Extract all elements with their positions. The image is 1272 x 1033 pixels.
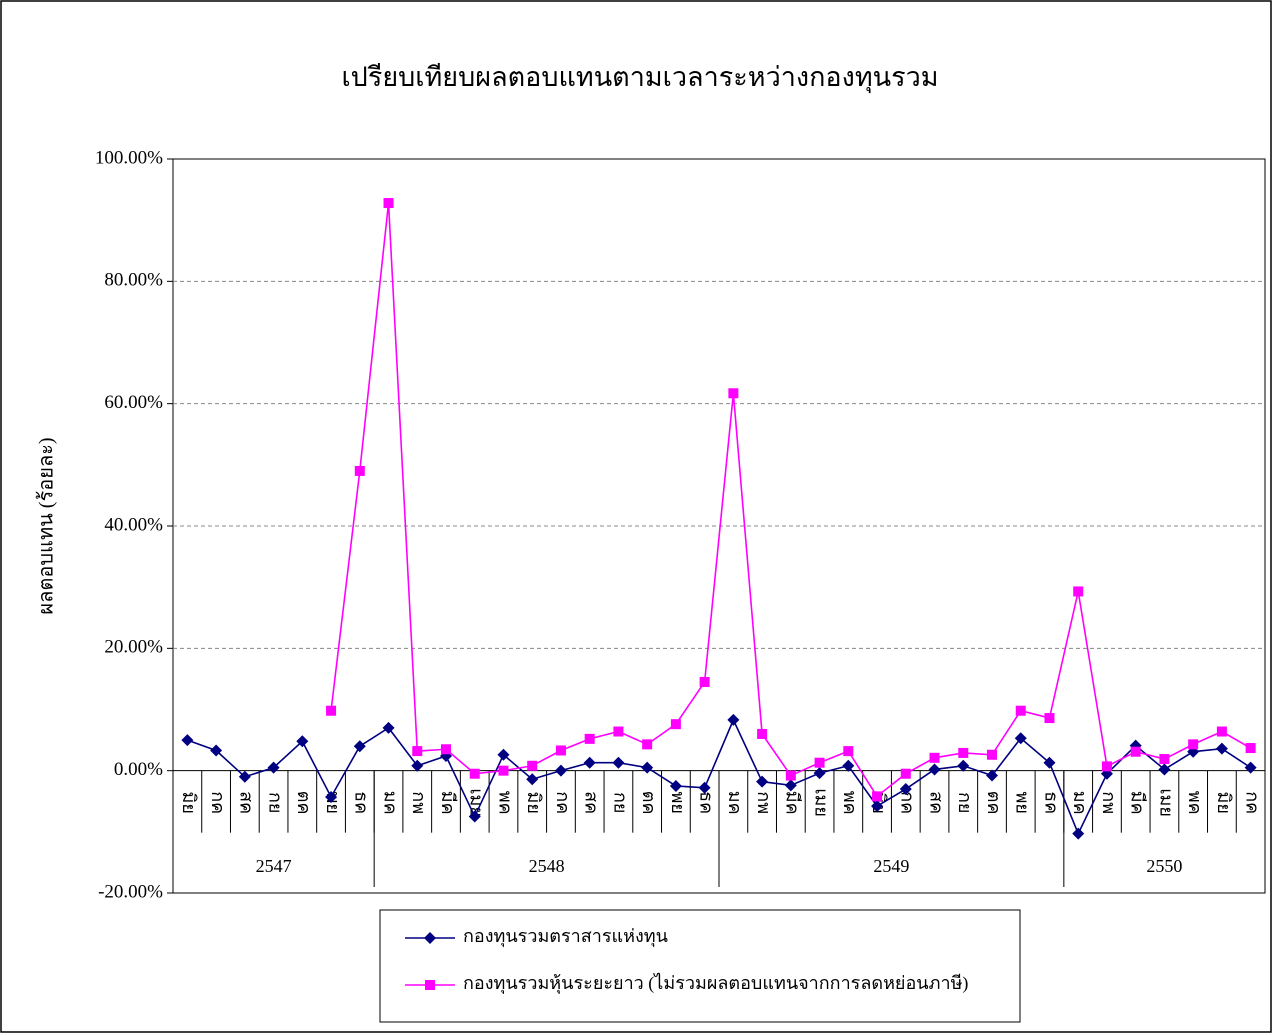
y-tick-label: 60.00% bbox=[104, 392, 163, 413]
marker bbox=[425, 980, 435, 990]
marker bbox=[901, 769, 911, 779]
x-tick-label: สค bbox=[926, 791, 946, 814]
x-tick-label: สค bbox=[237, 791, 257, 814]
marker bbox=[1044, 713, 1054, 723]
marker bbox=[1016, 706, 1026, 716]
marker bbox=[412, 746, 422, 756]
y-tick-label: 20.00% bbox=[104, 637, 163, 658]
marker bbox=[700, 677, 710, 687]
x-tick-label: มิย bbox=[1214, 791, 1234, 813]
x-tick-label: กย bbox=[610, 792, 630, 813]
marker bbox=[527, 761, 537, 771]
x-tick-label: กพ bbox=[1099, 791, 1119, 814]
marker bbox=[958, 748, 968, 758]
marker bbox=[326, 706, 336, 716]
x-tick-label: มค bbox=[1070, 791, 1090, 815]
marker bbox=[613, 727, 623, 737]
x-tick-label: พค bbox=[495, 791, 515, 815]
x-tick-label: พย bbox=[668, 791, 688, 813]
x-tick-label: เมย bbox=[1156, 788, 1176, 817]
x-group-label: 2549 bbox=[873, 856, 909, 876]
marker bbox=[470, 769, 480, 779]
x-tick-label: ตค bbox=[294, 791, 314, 815]
marker bbox=[1131, 747, 1141, 757]
marker bbox=[384, 198, 394, 208]
y-tick-label: -20.00% bbox=[98, 881, 163, 902]
x-tick-label: ธค bbox=[697, 791, 717, 814]
marker bbox=[1073, 586, 1083, 596]
y-tick-label: 100.00% bbox=[95, 147, 163, 168]
x-tick-label: กค bbox=[1243, 791, 1263, 814]
marker bbox=[585, 734, 595, 744]
chart-title: เปรียบเทียบผลตอบแทนตามเวลาระหว่างกองทุนร… bbox=[341, 62, 938, 94]
marker bbox=[728, 388, 738, 398]
marker bbox=[556, 745, 566, 755]
marker bbox=[498, 766, 508, 776]
x-tick-label: พค bbox=[840, 791, 860, 815]
marker bbox=[1188, 739, 1198, 749]
x-tick-label: กพ bbox=[409, 791, 429, 814]
marker bbox=[930, 753, 940, 763]
marker bbox=[815, 758, 825, 768]
x-tick-label: มีค bbox=[438, 791, 458, 815]
x-tick-label: พค bbox=[1185, 791, 1205, 815]
x-tick-label: มิย bbox=[524, 791, 544, 813]
legend-label: กองทุนรวมตราสารแห่งทุน bbox=[463, 926, 668, 947]
x-group-label: 2550 bbox=[1146, 856, 1182, 876]
x-group-label: 2548 bbox=[529, 856, 565, 876]
x-tick-label: สค bbox=[582, 791, 602, 814]
y-tick-label: 40.00% bbox=[104, 514, 163, 535]
x-tick-label: มีค bbox=[783, 791, 803, 815]
chart-border bbox=[1, 1, 1271, 1032]
x-tick-label: พย bbox=[1013, 791, 1033, 813]
marker bbox=[757, 729, 767, 739]
x-tick-label: กค bbox=[208, 791, 228, 814]
marker bbox=[671, 719, 681, 729]
chart: เปรียบเทียบผลตอบแทนตามเวลาระหว่างกองทุนร… bbox=[0, 0, 1272, 1033]
marker bbox=[872, 791, 882, 801]
x-tick-label: กย bbox=[265, 792, 285, 813]
x-tick-label: กพ bbox=[754, 791, 774, 814]
marker bbox=[642, 739, 652, 749]
marker bbox=[355, 466, 365, 476]
marker bbox=[843, 746, 853, 756]
marker bbox=[441, 744, 451, 754]
y-axis-label: ผลตอบแทน (ร้อยละ) bbox=[36, 437, 58, 614]
x-tick-label: มีค bbox=[1128, 791, 1148, 815]
y-tick-label: 0.00% bbox=[114, 759, 163, 780]
x-group-label: 2547 bbox=[256, 856, 292, 876]
x-tick-label: มิย bbox=[179, 791, 199, 813]
x-tick-label: ธค bbox=[352, 791, 372, 814]
x-tick-label: มค bbox=[380, 791, 400, 815]
marker bbox=[1102, 761, 1112, 771]
y-tick-label: 80.00% bbox=[104, 270, 163, 291]
marker bbox=[786, 771, 796, 781]
marker bbox=[987, 750, 997, 760]
x-tick-label: เมย bbox=[811, 788, 831, 817]
x-tick-label: มค bbox=[725, 791, 745, 815]
x-tick-label: ตค bbox=[639, 791, 659, 815]
marker bbox=[1217, 727, 1227, 737]
marker bbox=[1159, 754, 1169, 764]
marker bbox=[1246, 743, 1256, 753]
x-tick-label: ธค bbox=[1041, 791, 1061, 814]
x-tick-label: กย bbox=[955, 792, 975, 813]
x-tick-label: กค bbox=[898, 791, 918, 814]
legend-label: กองทุนรวมหุ้นระยะยาว (ไม่รวมผลตอบแทนจากก… bbox=[463, 972, 968, 994]
x-tick-label: กค bbox=[553, 791, 573, 814]
x-tick-label: ตค bbox=[984, 791, 1004, 815]
